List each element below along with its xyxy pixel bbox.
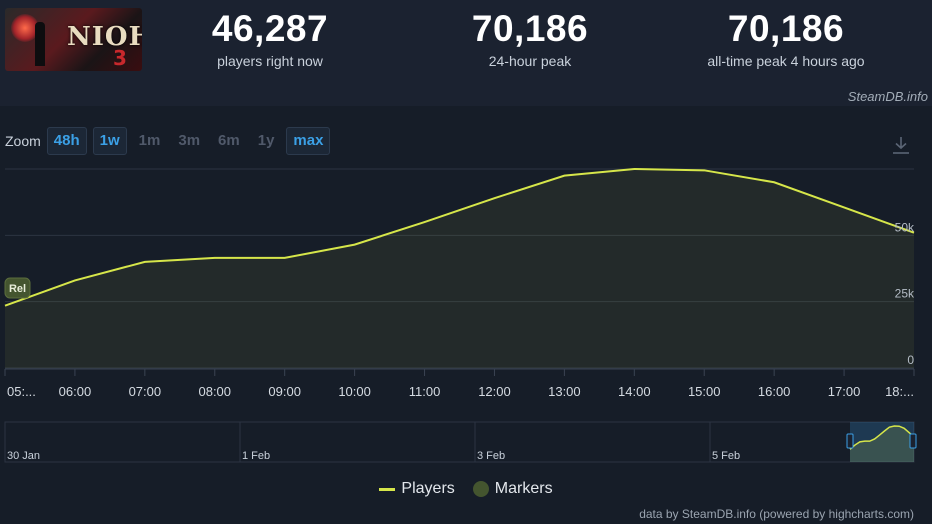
stat-label: all-time peak 4 hours ago xyxy=(690,53,882,69)
zoom-max-button[interactable]: max xyxy=(286,127,330,155)
stat-value: 70,186 xyxy=(690,8,882,50)
legend-label: Players xyxy=(401,480,454,498)
download-icon[interactable] xyxy=(890,134,912,156)
legend-item-markers[interactable]: Markers xyxy=(473,480,553,498)
stat-label: 24-hour peak xyxy=(452,53,608,69)
zoom-3m-button[interactable]: 3m xyxy=(172,128,206,154)
game-logo-number: 3 xyxy=(113,46,127,70)
credit-top[interactable]: SteamDB.info xyxy=(848,89,928,104)
legend-label: Markers xyxy=(495,480,553,498)
stat-value: 46,287 xyxy=(194,8,346,50)
header: NIOH 3 46,287 players right now 70,186 2… xyxy=(0,0,932,86)
markers-dot-swatch xyxy=(473,481,489,497)
legend-item-players[interactable]: Players xyxy=(379,480,454,498)
stat-24h-peak: 70,186 24-hour peak xyxy=(452,8,608,69)
game-logo: NIOH xyxy=(67,22,142,52)
credit-bottom[interactable]: data by SteamDB.info (powered by highcha… xyxy=(639,507,914,521)
zoom-controls: Zoom 48h 1w 1m 3m 6m 1y max xyxy=(5,127,336,155)
zoom-6m-button[interactable]: 6m xyxy=(212,128,246,154)
zoom-1m-button[interactable]: 1m xyxy=(133,128,167,154)
stat-value: 70,186 xyxy=(452,8,608,50)
zoom-48h-button[interactable]: 48h xyxy=(47,127,87,155)
stat-all-time-peak: 70,186 all-time peak 4 hours ago xyxy=(690,8,882,69)
stat-label: players right now xyxy=(194,53,346,69)
zoom-1w-button[interactable]: 1w xyxy=(93,127,127,155)
players-line-swatch xyxy=(379,488,395,491)
stat-current: 46,287 players right now xyxy=(194,8,346,69)
samurai-figure xyxy=(35,22,45,66)
game-thumbnail[interactable]: NIOH 3 xyxy=(5,8,142,71)
legend: Players Markers xyxy=(0,480,932,498)
zoom-label: Zoom xyxy=(5,133,41,149)
zoom-1y-button[interactable]: 1y xyxy=(252,128,281,154)
chart-panel xyxy=(0,106,932,524)
